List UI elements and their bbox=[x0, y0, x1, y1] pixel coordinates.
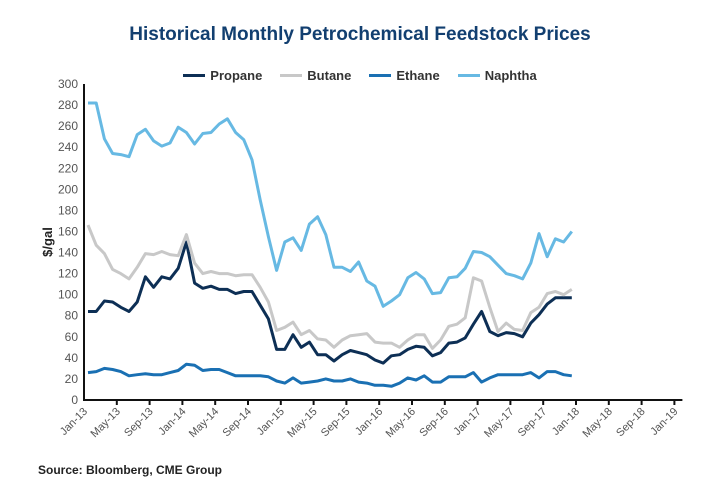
x-tick-label: Jan-19 bbox=[648, 406, 680, 438]
x-tick-label: May-16 bbox=[384, 406, 418, 440]
x-tick-label: Jan-14 bbox=[156, 406, 188, 438]
y-tick-label: 160 bbox=[58, 224, 78, 238]
legend-label-ethane: Ethane bbox=[396, 68, 440, 83]
y-tick-label: 80 bbox=[65, 309, 79, 323]
series-line-naphtha bbox=[88, 101, 573, 308]
y-tick-label: 100 bbox=[58, 288, 78, 302]
y-tick-label: 200 bbox=[58, 182, 78, 196]
y-tick-label: 60 bbox=[65, 330, 79, 344]
x-tick-label: Sep-14 bbox=[221, 406, 255, 440]
legend-item-naphtha: Naphtha bbox=[457, 68, 537, 83]
y-tick-label: 220 bbox=[58, 161, 78, 175]
series-lines bbox=[86, 101, 573, 388]
x-tick-label: Jan-18 bbox=[550, 406, 582, 438]
y-tick-label: 240 bbox=[58, 140, 78, 154]
series-line-propane bbox=[88, 240, 572, 365]
x-tick-label: Sep-13 bbox=[122, 406, 156, 440]
source-note: Source: Bloomberg, CME Group bbox=[38, 463, 223, 477]
y-tick-label: 300 bbox=[58, 77, 78, 91]
x-tick-label: Jan-16 bbox=[353, 406, 385, 438]
legend-item-ethane: Ethane bbox=[369, 68, 440, 83]
x-tick-label: May-17 bbox=[482, 406, 516, 440]
y-tick-label: 40 bbox=[65, 351, 79, 365]
y-tick-label: 180 bbox=[58, 203, 78, 217]
legend-item-propane: Propane bbox=[183, 68, 262, 83]
legend: Propane Butane Ethane Naphtha bbox=[0, 68, 720, 83]
x-tick-label: Sep-15 bbox=[319, 406, 353, 440]
x-tick-label: Jan-15 bbox=[255, 406, 287, 438]
x-tick-label: May-13 bbox=[88, 406, 122, 440]
legend-item-butane: Butane bbox=[280, 68, 351, 83]
x-tick-label: May-18 bbox=[580, 406, 614, 440]
x-tick-label: May-15 bbox=[285, 406, 319, 440]
legend-swatch-propane bbox=[183, 74, 206, 77]
x-tick-label: Sep-17 bbox=[516, 406, 550, 440]
x-tick-label: Sep-18 bbox=[614, 406, 648, 440]
y-axis-label: $/gal bbox=[40, 227, 55, 257]
legend-label-propane: Propane bbox=[210, 68, 263, 83]
chart-title: Historical Monthly Petrochemical Feedsto… bbox=[129, 24, 591, 45]
legend-swatch-naphtha bbox=[457, 74, 480, 77]
y-tick-label: 280 bbox=[58, 98, 78, 112]
series-line-butane bbox=[86, 224, 573, 350]
series-line-ethane bbox=[87, 362, 572, 388]
legend-swatch-butane bbox=[280, 74, 303, 77]
x-tick-label: Jan-17 bbox=[451, 406, 483, 438]
x-tick-label: May-14 bbox=[187, 406, 221, 440]
x-tick-label: Sep-16 bbox=[417, 406, 451, 440]
y-tick-label: 20 bbox=[65, 372, 79, 386]
y-tick-label: 140 bbox=[58, 246, 78, 260]
y-axis-ticks: 0 20 40 60 80 100 120 140 160 180 200 220 240 260 280 3… bbox=[58, 77, 78, 407]
legend-label-naphtha: Naphtha bbox=[484, 68, 537, 83]
legend-swatch-ethane bbox=[369, 74, 392, 77]
y-tick-label: 120 bbox=[58, 267, 78, 281]
legend-label-butane: Butane bbox=[307, 68, 352, 83]
x-tick-label: Jan-13 bbox=[58, 406, 90, 438]
y-tick-label: 260 bbox=[58, 119, 78, 133]
y-tick-label: 0 bbox=[71, 393, 78, 407]
